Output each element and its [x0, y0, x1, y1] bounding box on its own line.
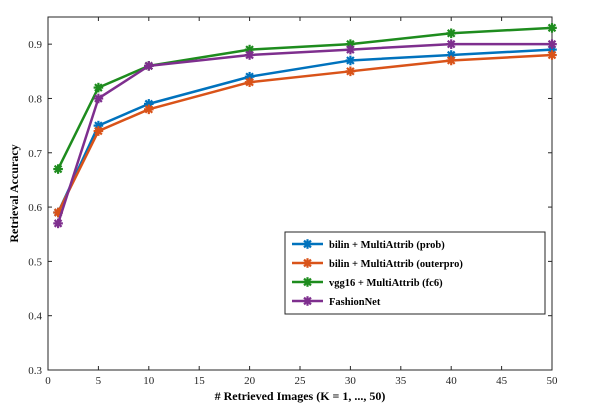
data-point: [93, 93, 104, 104]
legend-entry: vgg16 + MultiAttrib (fc6): [292, 277, 443, 289]
legend-marker: [302, 277, 313, 287]
data-point: [345, 55, 356, 66]
legend-marker: [302, 239, 313, 249]
data-point: [547, 39, 557, 49]
data-point: [53, 164, 63, 174]
data-point: [345, 44, 356, 55]
data-point: [547, 23, 557, 33]
x-tick-label: 0: [45, 375, 51, 387]
x-tick-label: 25: [295, 375, 307, 387]
legend: bilin + MultiAttrib (prob) bilin + MultiA…: [284, 231, 546, 315]
legend-entry: bilin + MultiAttrib (outerpro): [292, 258, 463, 270]
legend-entry: FashionNet: [292, 296, 381, 308]
legend-label: FashionNet: [329, 297, 381, 308]
y-tick-label: 0.7: [28, 148, 42, 160]
x-tick-label: 15: [194, 375, 206, 387]
legend-label: bilin + MultiAttrib (outerpro): [329, 259, 463, 270]
legend-marker: [302, 258, 313, 268]
data-point: [144, 61, 154, 71]
x-tick-label: 30: [345, 375, 357, 387]
x-tick-label: 40: [446, 375, 458, 387]
plot-frame: [47, 16, 553, 371]
x-tick-label: 50: [547, 375, 559, 387]
series-layer: [53, 23, 557, 229]
legend-marker: [302, 296, 313, 306]
y-axis-ticks: 0.3 0.4 0.5 0.6 0.7 0.8 0.9: [28, 39, 552, 377]
x-tick-label: 20: [244, 375, 256, 387]
series-4: [53, 39, 557, 229]
y-tick-label: 0.6: [28, 202, 42, 214]
data-point: [93, 126, 104, 136]
plot-area: [47, 16, 553, 371]
x-tick-label: 45: [496, 375, 508, 387]
data-point: [345, 66, 356, 77]
data-point: [446, 55, 456, 66]
data-point: [547, 50, 557, 60]
data-point: [244, 50, 255, 60]
y-axis-label: Retrieval Accuracy: [7, 144, 21, 242]
y-tick-label: 0.3: [28, 365, 42, 377]
y-tick-label: 0.9: [28, 39, 42, 51]
y-tick-label: 0.5: [28, 256, 42, 268]
x-axis-label: # Retrieved Images (K = 1, ..., 50): [215, 389, 386, 403]
data-point: [244, 77, 255, 87]
legend-entry: bilin + MultiAttrib (prob): [292, 239, 445, 251]
data-point: [93, 82, 104, 93]
data-point: [446, 39, 456, 49]
x-tick-label: 35: [395, 375, 407, 387]
data-point: [144, 104, 154, 115]
x-tick-label: 10: [143, 375, 155, 387]
data-point: [53, 218, 63, 229]
y-tick-label: 0.8: [28, 93, 42, 105]
y-tick-label: 0.4: [28, 311, 42, 323]
legend-label: bilin + MultiAttrib (prob): [329, 240, 445, 251]
data-point: [446, 28, 456, 39]
x-axis-ticks: 0 5 10 15 20 25 30 35 40 45 50: [45, 17, 558, 387]
x-tick-label: 5: [96, 375, 102, 387]
legend-label: vgg16 + MultiAttrib (fc6): [329, 278, 443, 289]
legend-box: [284, 231, 546, 315]
